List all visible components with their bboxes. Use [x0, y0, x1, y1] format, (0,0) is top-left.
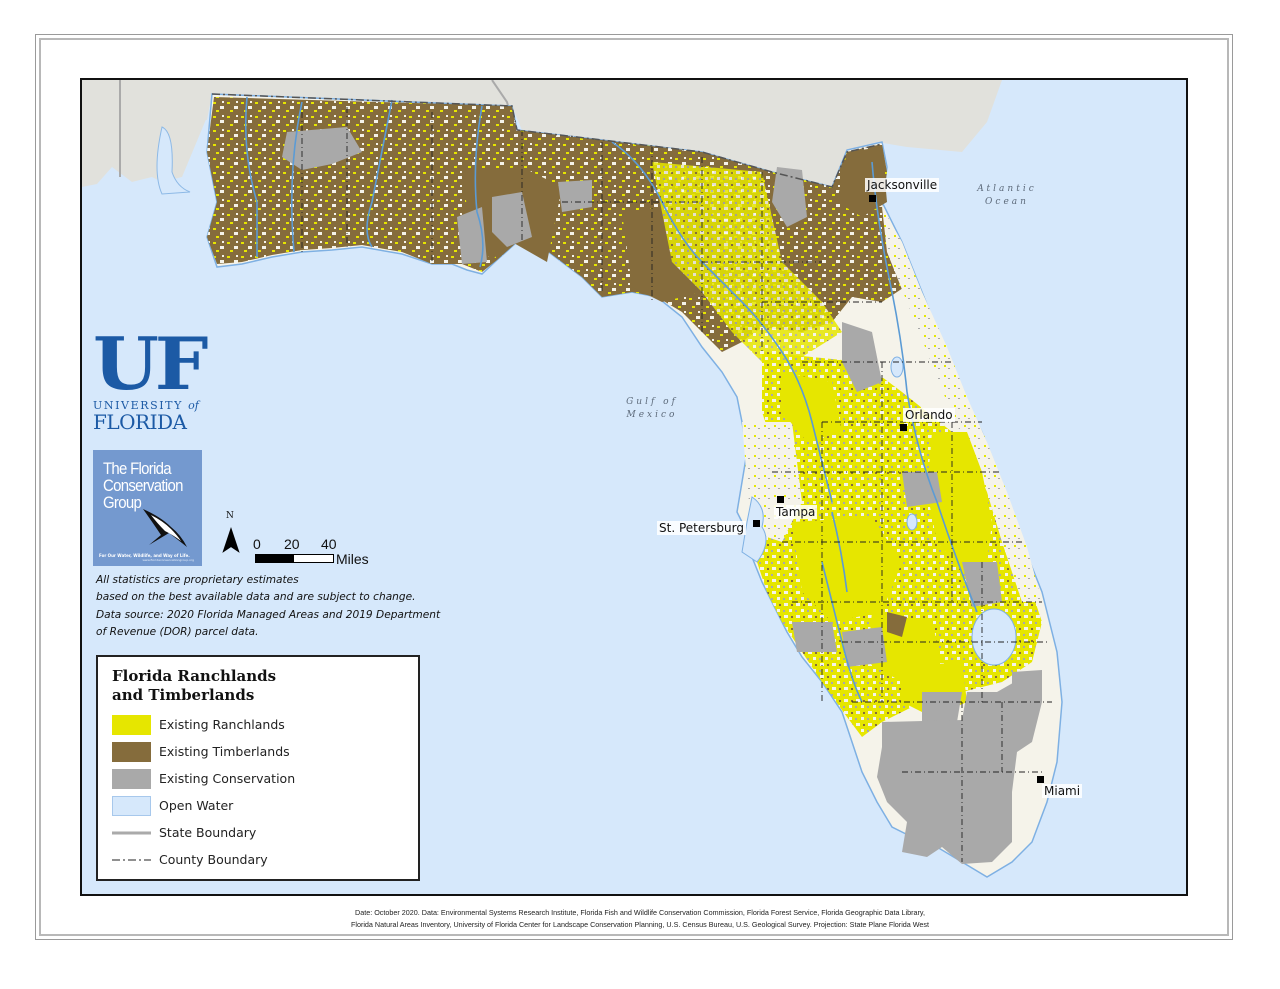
north-arrow-icon: [222, 527, 240, 553]
florida-map[interactable]: [82, 80, 1186, 894]
city-label-miami: Miami: [1042, 784, 1083, 798]
county-boundaries: [301, 107, 1052, 862]
atlantic-ocean-label: Atlantic Ocean: [977, 184, 1037, 207]
scale-bar-unit: Miles: [336, 551, 369, 567]
legend-item-ranchlands: Existing Ranchlands: [112, 711, 404, 738]
fcg-logo: The Florida Conservation Group For Our W…: [93, 450, 202, 566]
open-water-swatch: [112, 795, 151, 816]
legend-item-state-boundary: State Boundary: [112, 819, 404, 846]
uf-university-text: UNIVERSITY of: [93, 399, 199, 412]
map-frame[interactable]: Jacksonville Orlando Tampa St. Petersbur…: [80, 78, 1188, 896]
city-marker-jacksonville: [869, 195, 876, 202]
city-label-st-petersburg: St. Petersburg: [657, 521, 746, 535]
gulf-of-mexico-label: Gulf of Mexico: [626, 397, 678, 420]
city-marker-tampa: [777, 496, 784, 503]
page-frame-inner: [39, 38, 1229, 936]
page-frame: [35, 34, 1233, 940]
county-boundary-line-icon: [112, 859, 151, 860]
legend-item-conservation: Existing Conservation: [112, 765, 404, 792]
city-marker-miami: [1037, 776, 1044, 783]
city-marker-orlando: [900, 424, 907, 431]
ranchlands-swatch: [112, 714, 151, 735]
city-marker-st-petersburg: [753, 520, 760, 527]
city-label-orlando: Orlando: [903, 408, 955, 422]
disclaimer-text: All statistics are proprietary estimates…: [96, 574, 441, 638]
legend-item-county-boundary: County Boundary: [112, 846, 404, 873]
scale-bar-ticks: 0 20 40: [253, 536, 337, 552]
city-label-jacksonville: Jacksonville: [865, 178, 940, 192]
state-boundary-line-icon: [112, 831, 151, 834]
north-label: N: [226, 511, 234, 521]
map-legend: Florida Ranchlands and Timberlands Exist…: [96, 655, 420, 881]
uf-florida-text: FLORIDA: [93, 410, 187, 434]
rivers: [244, 96, 978, 703]
uf-letters: UF: [93, 321, 208, 406]
legend-item-timberlands: Existing Timberlands: [112, 738, 404, 765]
kite-bird-icon: [143, 509, 187, 547]
conservation-swatch: [112, 768, 151, 789]
timberlands-swatch: [112, 741, 151, 762]
legend-item-open-water: Open Water: [112, 792, 404, 819]
city-label-tampa: Tampa: [774, 505, 818, 519]
uf-logo: UF UNIVERSITY of FLORIDA: [93, 328, 208, 434]
scale-bar: [255, 554, 334, 563]
map-footer-credits: Date: October 2020. Data: Environmental …: [350, 908, 930, 929]
legend-title: Florida Ranchlands and Timberlands: [112, 667, 277, 704]
